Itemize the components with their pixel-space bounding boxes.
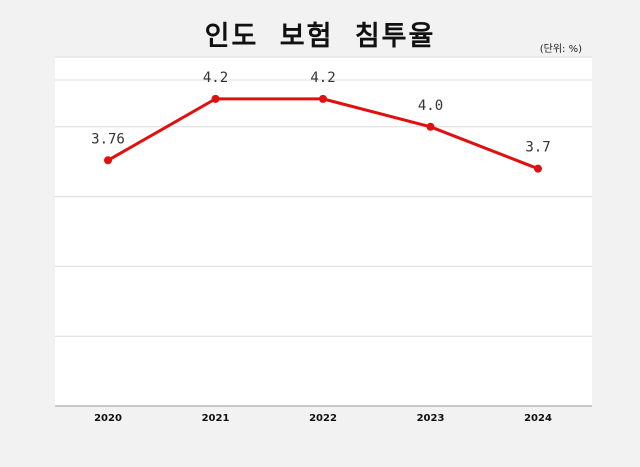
data-point [211,94,220,103]
unit-note: (단위: %) [539,44,582,55]
x-tick-labels: 2020 2021 2022 2023 2024 [94,413,552,424]
plot-area [55,57,592,406]
gridlines [55,56,592,337]
x-tick-label: 2023 [417,413,445,424]
x-tick-label: 2024 [524,413,552,424]
x-tick-label: 2021 [202,413,230,424]
data-label: 4.2 [310,70,335,86]
data-label: 3.76 [91,131,125,147]
data-label: 4.2 [203,70,228,86]
x-tick-label: 2020 [94,413,122,424]
series-layer: 3.76 4.2 4.2 4.0 3.7 [91,70,551,173]
data-point [426,122,435,131]
data-point [104,156,112,165]
data-point [534,164,542,173]
x-tick-label: 2022 [309,413,337,424]
data-label: 3.7 [525,140,550,156]
chart-title: 인도 보험 침투율 [204,21,436,52]
data-label: 4.0 [418,98,443,114]
data-point [319,94,327,103]
